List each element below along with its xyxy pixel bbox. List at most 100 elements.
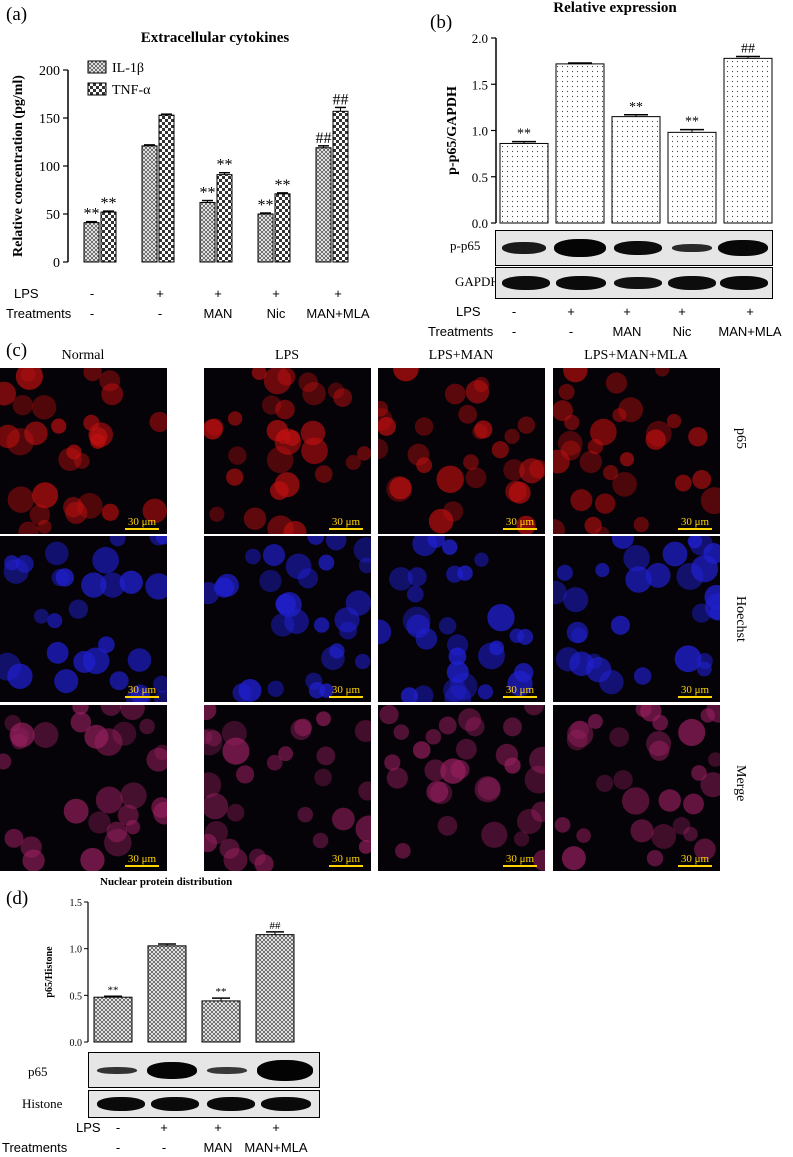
column-header: LPS+MAN xyxy=(428,348,494,363)
row-channel-label: Hoechst xyxy=(733,596,748,642)
scale-bar: 30 μm xyxy=(329,853,363,867)
column-header: LPS+MAN+MLA xyxy=(584,348,688,363)
blot-p65-nuclear xyxy=(88,1052,320,1088)
significance-mark: ** xyxy=(216,986,227,998)
row-label-lps: LPS xyxy=(76,1120,101,1135)
treatment-cell: MAN+MLA xyxy=(244,1140,308,1155)
significance-mark: ## xyxy=(741,42,755,57)
bar-tnfa xyxy=(158,114,175,263)
blot-label-p-p65: p-p65 xyxy=(450,238,481,253)
scale-line xyxy=(678,696,712,698)
row-channel-label: p65 xyxy=(733,428,748,449)
lps-cell: - xyxy=(89,286,95,301)
y-tick-label: 1.0 xyxy=(472,124,488,139)
y-tick-label: 0.5 xyxy=(472,170,488,185)
treatment-cell: MAN xyxy=(203,306,233,321)
scale-bar: 30 μm xyxy=(503,684,537,698)
scale-line xyxy=(678,865,712,867)
bar-tnfa xyxy=(332,110,349,263)
scale-bar: 30 μm xyxy=(678,516,712,530)
scale-label: 30 μm xyxy=(127,516,157,528)
micrograph-cells xyxy=(204,536,371,702)
panel-a-label: (a) xyxy=(6,4,28,25)
lps-cell: + xyxy=(746,304,754,319)
row-label-lps: LPS xyxy=(14,286,39,301)
column-header: LPS xyxy=(274,348,300,363)
micrograph-p65: 30 μm xyxy=(378,368,545,534)
row-label-treatments: Treatments xyxy=(6,306,72,321)
blot-label-gapdh: GAPDH xyxy=(455,274,500,289)
scale-bar: 30 μm xyxy=(125,516,159,530)
treatment-cell: - xyxy=(511,324,517,339)
blot-label-p65: p65 xyxy=(28,1064,48,1079)
bar xyxy=(201,1000,241,1043)
scale-label: 30 μm xyxy=(680,516,710,528)
significance-mark: ## xyxy=(333,91,349,108)
scale-label: 30 μm xyxy=(127,684,157,696)
panel-a-title: Extracellular cytokines xyxy=(140,30,290,46)
significance-mark: ** xyxy=(217,157,233,174)
y-tick-label: 0.0 xyxy=(472,216,488,231)
y-tick-label: 0 xyxy=(53,256,60,271)
scale-label: 30 μm xyxy=(127,853,157,865)
bar-tnfa xyxy=(274,193,291,263)
y-tick-label: 100 xyxy=(39,160,60,175)
column-header: Normal xyxy=(61,348,105,363)
panel-d-condition-table: LPS Treatments - + + + - - MAN MAN+MLA xyxy=(0,1118,330,1157)
significance-mark: ** xyxy=(258,197,274,214)
blot-gapdh xyxy=(495,267,773,299)
micrograph-hoechst: 30 μm xyxy=(378,536,545,702)
bar-il1b xyxy=(315,147,332,263)
panel-b-chart: 0.0 0.5 1.0 1.5 2.0 p-p65/GAPDH ** ** ** ## xyxy=(445,31,773,231)
micrograph-merge: 30 μm xyxy=(378,705,545,871)
significance-mark: ** xyxy=(200,185,216,202)
bar xyxy=(723,57,773,224)
scale-bar: 30 μm xyxy=(125,853,159,867)
treatment-cell: MAN xyxy=(203,1140,233,1155)
micrograph-hoechst: 30 μm xyxy=(553,536,720,702)
lps-cell: + xyxy=(272,286,280,301)
treatment-cell: MAN+MLA xyxy=(306,306,370,321)
significance-mark: ** xyxy=(275,177,291,194)
scale-line xyxy=(125,696,159,698)
y-tick-label: 0.0 xyxy=(70,1038,83,1049)
significance-mark: ## xyxy=(316,130,332,147)
panel-b-title: Relative expression xyxy=(553,0,677,16)
treatment-cell: - xyxy=(568,324,574,339)
bar-il1b xyxy=(141,145,158,263)
scale-bar: 30 μm xyxy=(503,516,537,530)
scale-bar: 30 μm xyxy=(329,684,363,698)
panel-d-label: (d) xyxy=(6,888,29,909)
legend-label: TNF-α xyxy=(112,83,151,98)
y-axis-label: p-p65/GAPDH xyxy=(445,86,460,175)
lps-cell: + xyxy=(214,1120,222,1135)
scale-line xyxy=(503,696,537,698)
lps-cell: + xyxy=(334,286,342,301)
y-axis-label: Relative concentration (pg/ml) xyxy=(11,75,26,257)
micrograph-cells xyxy=(553,368,720,534)
micrograph-cells xyxy=(378,536,534,702)
treatment-cell: - xyxy=(157,306,163,321)
scale-bar: 30 μm xyxy=(503,853,537,867)
scale-line xyxy=(329,528,363,530)
micrograph-cells xyxy=(553,536,720,695)
bar-tnfa xyxy=(100,211,117,263)
scale-line xyxy=(125,528,159,530)
treatment-cell: MAN+MLA xyxy=(718,324,782,339)
micrograph-hoechst: 30 μm xyxy=(204,536,371,702)
lps-cell: - xyxy=(511,304,517,319)
legend-swatch xyxy=(87,82,107,96)
treatment-cell: - xyxy=(115,1140,121,1155)
scale-bar: 30 μm xyxy=(125,684,159,698)
treatment-cell: MAN xyxy=(612,324,642,339)
y-tick-label: 0.5 xyxy=(70,991,83,1002)
micrograph-merge: 30 μm xyxy=(204,705,371,871)
y-tick-label: 1.0 xyxy=(70,945,83,956)
micrograph-cells xyxy=(204,705,371,871)
scale-line xyxy=(503,528,537,530)
panel-a-condition-table: LPS Treatments - + + + + - - MAN Nic MAN+MLA xyxy=(0,282,370,322)
scale-bar: 30 μm xyxy=(678,684,712,698)
bar xyxy=(555,63,605,224)
legend-label: IL-1β xyxy=(112,61,144,76)
lps-cell: + xyxy=(272,1120,280,1135)
